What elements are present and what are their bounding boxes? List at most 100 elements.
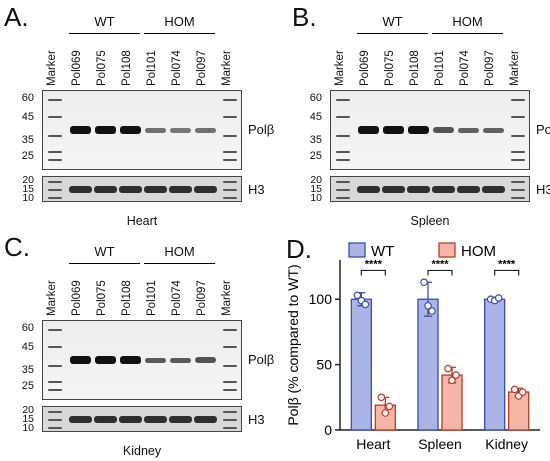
panel-letter: C. xyxy=(4,232,30,262)
y-tick-label: 100 xyxy=(309,291,333,307)
marker-ladder-band xyxy=(48,411,62,413)
marker-ladder-band xyxy=(336,135,350,137)
data-point xyxy=(490,296,499,305)
marker-ladder-band xyxy=(48,389,62,391)
mw-label: 25 xyxy=(309,150,322,162)
tissue-caption: Spleen xyxy=(410,214,450,228)
marker-ladder-band xyxy=(223,381,237,383)
marker-lane-label: Marker xyxy=(221,280,233,316)
marker-ladder-band xyxy=(223,389,237,391)
marker-ladder-band xyxy=(48,99,62,101)
mw-label: 20 xyxy=(310,174,322,186)
h3-blot xyxy=(42,406,242,432)
panel-letter: B. xyxy=(292,2,317,32)
sample-lane-label: Pol074 xyxy=(171,280,183,316)
data-point xyxy=(420,278,428,287)
polb-band xyxy=(145,127,166,133)
marker-ladder-band xyxy=(223,346,237,348)
bar-hom xyxy=(374,404,396,431)
sample-lane-label: Pol074 xyxy=(171,50,183,86)
marker-ladder-band xyxy=(223,159,237,161)
data-point xyxy=(514,392,523,400)
mw-label: 10 xyxy=(22,422,34,434)
sample-lane-label: Pol108 xyxy=(121,280,133,316)
data-point xyxy=(486,295,495,304)
marker-ladder-band xyxy=(48,365,62,367)
h3-band xyxy=(69,186,92,193)
x-tick-label: Heart xyxy=(356,436,390,452)
polb-band xyxy=(458,127,479,133)
data-point xyxy=(377,393,386,402)
marker-ladder-band xyxy=(223,365,237,367)
marker-ladder-band xyxy=(223,151,237,153)
polb-label: Polβ xyxy=(536,122,550,137)
mw-label: 15 xyxy=(310,183,322,195)
wt-group-line xyxy=(69,33,140,34)
h3-band xyxy=(69,416,92,423)
data-point xyxy=(518,388,527,396)
significance-label: **** xyxy=(498,258,516,270)
h3-band xyxy=(357,186,380,193)
h3-label: H3 xyxy=(248,182,265,197)
polb-band xyxy=(95,356,116,364)
data-point xyxy=(510,385,519,394)
marker-lane-label: Marker xyxy=(221,50,233,86)
sample-lane-label: Pol069 xyxy=(71,280,83,316)
h3-label: H3 xyxy=(248,412,265,427)
sample-lane-label: Pol101 xyxy=(146,50,158,86)
marker-ladder-band xyxy=(223,329,237,331)
tissue-caption: Heart xyxy=(126,214,158,228)
marker-ladder-band xyxy=(511,135,525,137)
polb-band xyxy=(483,127,504,133)
h3-band xyxy=(144,416,167,423)
mw-label: 10 xyxy=(310,192,322,204)
significance-label: **** xyxy=(365,258,383,270)
polb-label: Polβ xyxy=(248,122,275,137)
tissue-caption: Kidney xyxy=(122,444,162,458)
polb-band xyxy=(433,127,454,134)
y-tick-label: 0 xyxy=(324,422,332,438)
sample-lane-label: Pol097 xyxy=(196,50,208,86)
wt-group-line xyxy=(357,33,428,34)
marker-ladder-band xyxy=(336,197,350,199)
marker-ladder-band xyxy=(336,116,350,118)
marker-ladder-band xyxy=(48,329,62,331)
data-point xyxy=(424,301,432,310)
mw-label: 25 xyxy=(21,150,34,162)
mw-label: 20 xyxy=(22,404,34,416)
marker-ladder-band xyxy=(48,427,62,429)
marker-ladder-band xyxy=(48,116,62,118)
marker-ladder-band xyxy=(48,181,62,183)
bar-wt xyxy=(484,298,506,431)
mw-label: 45 xyxy=(309,111,322,123)
marker-ladder-band xyxy=(223,197,237,199)
marker-lane-label: Marker xyxy=(46,50,58,86)
h3-band xyxy=(194,416,217,423)
hom-group-label: HOM xyxy=(452,14,483,29)
data-point xyxy=(494,294,503,302)
polb-blot xyxy=(42,320,242,400)
mw-label: 25 xyxy=(21,380,34,392)
significance-bracket xyxy=(427,269,453,276)
marker-lane-label: Marker xyxy=(46,280,58,316)
marker-lane-label: Marker xyxy=(334,50,346,86)
sample-lane-label: Pol075 xyxy=(384,50,396,86)
wt-group-label: WT xyxy=(382,14,403,29)
h3-band xyxy=(194,186,217,193)
mw-label: 15 xyxy=(22,413,34,425)
wt-group-label: WT xyxy=(94,244,115,259)
marker-ladder-band xyxy=(511,99,525,101)
mw-label: 60 xyxy=(21,92,34,104)
marker-ladder-band xyxy=(48,159,62,161)
bar-wt xyxy=(350,298,372,431)
polb-band xyxy=(408,126,429,134)
sample-lane-label: Pol075 xyxy=(96,280,108,316)
h3-band xyxy=(144,186,167,193)
h3-blot xyxy=(42,176,242,202)
mw-label: 10 xyxy=(22,192,34,204)
hom-group-label: HOM xyxy=(164,14,195,29)
wt-group-line xyxy=(69,263,140,264)
data-point xyxy=(353,291,362,300)
data-point xyxy=(444,364,452,373)
polb-band xyxy=(120,356,141,364)
